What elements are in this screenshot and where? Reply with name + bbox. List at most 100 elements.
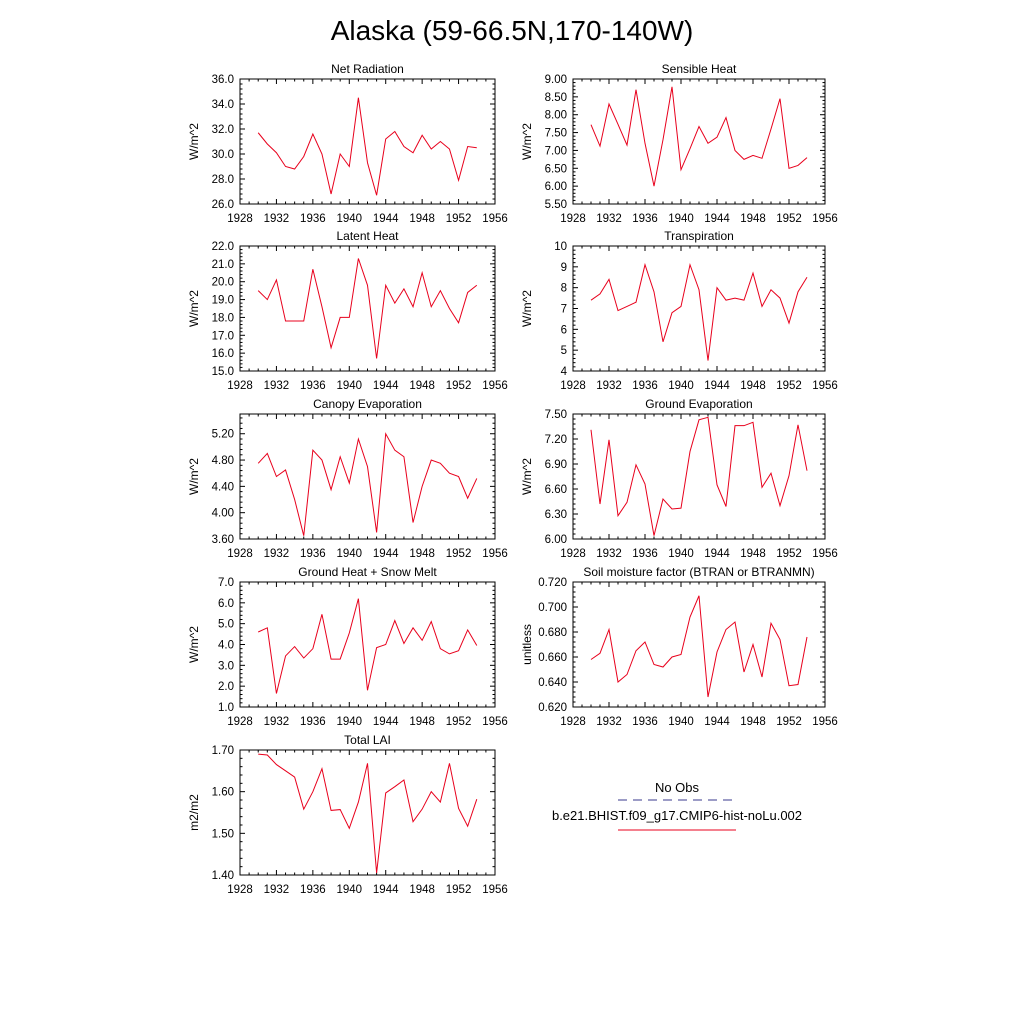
y-tick-label: 0.680 (538, 627, 567, 639)
x-tick-label: 1948 (740, 548, 766, 560)
y-tick-label: 15.0 (212, 366, 234, 378)
x-tick-label: 1952 (776, 548, 802, 560)
x-tick-label: 1952 (446, 884, 472, 896)
chart-panel: Ground Heat + Snow Melt W/m^2 1928 1932 1936… (187, 565, 508, 728)
x-tick-label: 1944 (373, 884, 399, 896)
x-tick-label: 1956 (482, 380, 508, 392)
series-line (590, 262, 808, 361)
y-tick-label: 4.00 (212, 508, 234, 520)
y-tick-label: 10 (554, 241, 567, 253)
y-tick-label: 0.660 (538, 652, 567, 664)
x-tick-label: 1928 (227, 213, 253, 225)
y-tick-label: 1.0 (218, 702, 234, 714)
x-tick-label: 1940 (668, 548, 694, 560)
x-tick-label: 1940 (668, 716, 694, 728)
y-tick-label: 8.00 (545, 110, 567, 122)
x-tick-label: 1948 (409, 716, 435, 728)
figure-title: Alaska (59-66.5N,170-140W) (331, 15, 694, 46)
x-tick-label: 1944 (373, 716, 399, 728)
chart-panel: Latent Heat W/m^2 1928 1932 1936 1940 1944 1948… (187, 229, 508, 392)
chart-panel: Canopy Evaporation W/m^2 1928 1932 1936 1940 1… (187, 397, 508, 560)
x-tick-label: 1956 (482, 213, 508, 225)
x-tick-label: 1932 (264, 884, 290, 896)
x-tick-label: 1952 (446, 548, 472, 560)
y-axis-label: unitless (520, 624, 534, 665)
series-line (590, 416, 808, 536)
y-tick-label: 8.50 (545, 92, 567, 104)
x-tick-label: 1948 (740, 380, 766, 392)
x-tick-label: 1928 (227, 716, 253, 728)
y-tick-label: 26.0 (212, 199, 234, 211)
chart-panel: Sensible Heat W/m^2 1928 1932 1936 1940 1944 19… (520, 62, 838, 225)
x-tick-label: 1948 (409, 213, 435, 225)
panel-title: Total LAI (344, 733, 391, 747)
x-tick-label: 1932 (264, 213, 290, 225)
panel-title: Canopy Evaporation (313, 397, 422, 411)
plot-frame (572, 245, 826, 372)
y-tick-label: 5.20 (212, 429, 234, 441)
panel-title: Sensible Heat (662, 62, 737, 76)
y-tick-label: 1.50 (212, 828, 234, 840)
x-tick-label: 1948 (740, 213, 766, 225)
legend: No Obs b.e21.BHIST.f09_g17.CMIP6-hist-no… (552, 780, 802, 831)
panel-title: Soil moisture factor (BTRAN or BTRANMN) (583, 565, 814, 579)
y-tick-label: 2.0 (218, 681, 234, 693)
x-tick-label: 1948 (409, 380, 435, 392)
y-tick-label: 7.50 (545, 128, 567, 140)
x-tick-label: 1932 (264, 716, 290, 728)
y-tick-label: 0.720 (538, 577, 567, 589)
y-tick-label: 20.0 (212, 277, 234, 289)
y-axis-label: W/m^2 (187, 290, 201, 327)
x-tick-label: 1952 (776, 716, 802, 728)
panel-title: Ground Evaporation (645, 397, 752, 411)
x-tick-label: 1932 (596, 716, 622, 728)
y-tick-label: 28.0 (212, 174, 234, 186)
y-tick-label: 5 (561, 345, 567, 357)
y-tick-label: 7.0 (218, 577, 234, 589)
x-tick-label: 1932 (596, 548, 622, 560)
plot-frame (239, 245, 496, 372)
x-tick-label: 1936 (300, 213, 326, 225)
y-tick-label: 1.40 (212, 870, 234, 882)
x-tick-label: 1948 (409, 884, 435, 896)
y-tick-label: 4.40 (212, 481, 234, 493)
x-tick-label: 1944 (704, 548, 730, 560)
chart-panel: Ground Evaporation W/m^2 1928 1932 1936 1940 1… (520, 397, 838, 560)
x-tick-label: 1940 (668, 380, 694, 392)
x-tick-label: 1936 (300, 548, 326, 560)
x-tick-label: 1940 (336, 716, 362, 728)
x-tick-label: 1952 (776, 213, 802, 225)
y-tick-label: 6 (561, 324, 567, 336)
x-tick-label: 1944 (704, 380, 730, 392)
x-tick-label: 1936 (632, 380, 658, 392)
y-tick-label: 6.60 (545, 484, 567, 496)
x-tick-label: 1940 (668, 213, 694, 225)
x-tick-label: 1936 (632, 548, 658, 560)
x-tick-label: 1928 (227, 548, 253, 560)
y-tick-label: 0.640 (538, 677, 567, 689)
plot-frame (239, 78, 496, 205)
y-axis-label: W/m^2 (520, 290, 534, 327)
y-tick-label: 0.620 (538, 702, 567, 714)
series-line (257, 97, 477, 196)
y-tick-label: 6.00 (545, 181, 567, 193)
y-tick-label: 1.70 (212, 745, 234, 757)
y-tick-label: 32.0 (212, 124, 234, 136)
x-tick-label: 1956 (482, 716, 508, 728)
y-tick-label: 4 (561, 366, 568, 378)
x-tick-label: 1944 (373, 213, 399, 225)
panel-title: Latent Heat (336, 229, 399, 243)
legend-model-label: b.e21.BHIST.f09_g17.CMIP6-hist-noLu.002 (552, 808, 802, 823)
x-tick-label: 1952 (446, 213, 472, 225)
y-tick-label: 4.80 (212, 455, 234, 467)
series-line (258, 598, 478, 694)
x-tick-label: 1956 (812, 716, 838, 728)
y-tick-label: 7 (561, 304, 567, 316)
y-tick-label: 3.60 (212, 534, 234, 546)
x-tick-label: 1952 (776, 380, 802, 392)
chart-panel: Total LAI m2/m2 1928 1932 1936 1940 1944 1948 19… (187, 733, 508, 896)
x-tick-label: 1956 (812, 213, 838, 225)
y-axis-label: W/m^2 (187, 123, 201, 160)
chart-panel: Soil moisture factor (BTRAN or BTRANMN) u… (520, 565, 838, 728)
x-tick-label: 1928 (560, 380, 586, 392)
